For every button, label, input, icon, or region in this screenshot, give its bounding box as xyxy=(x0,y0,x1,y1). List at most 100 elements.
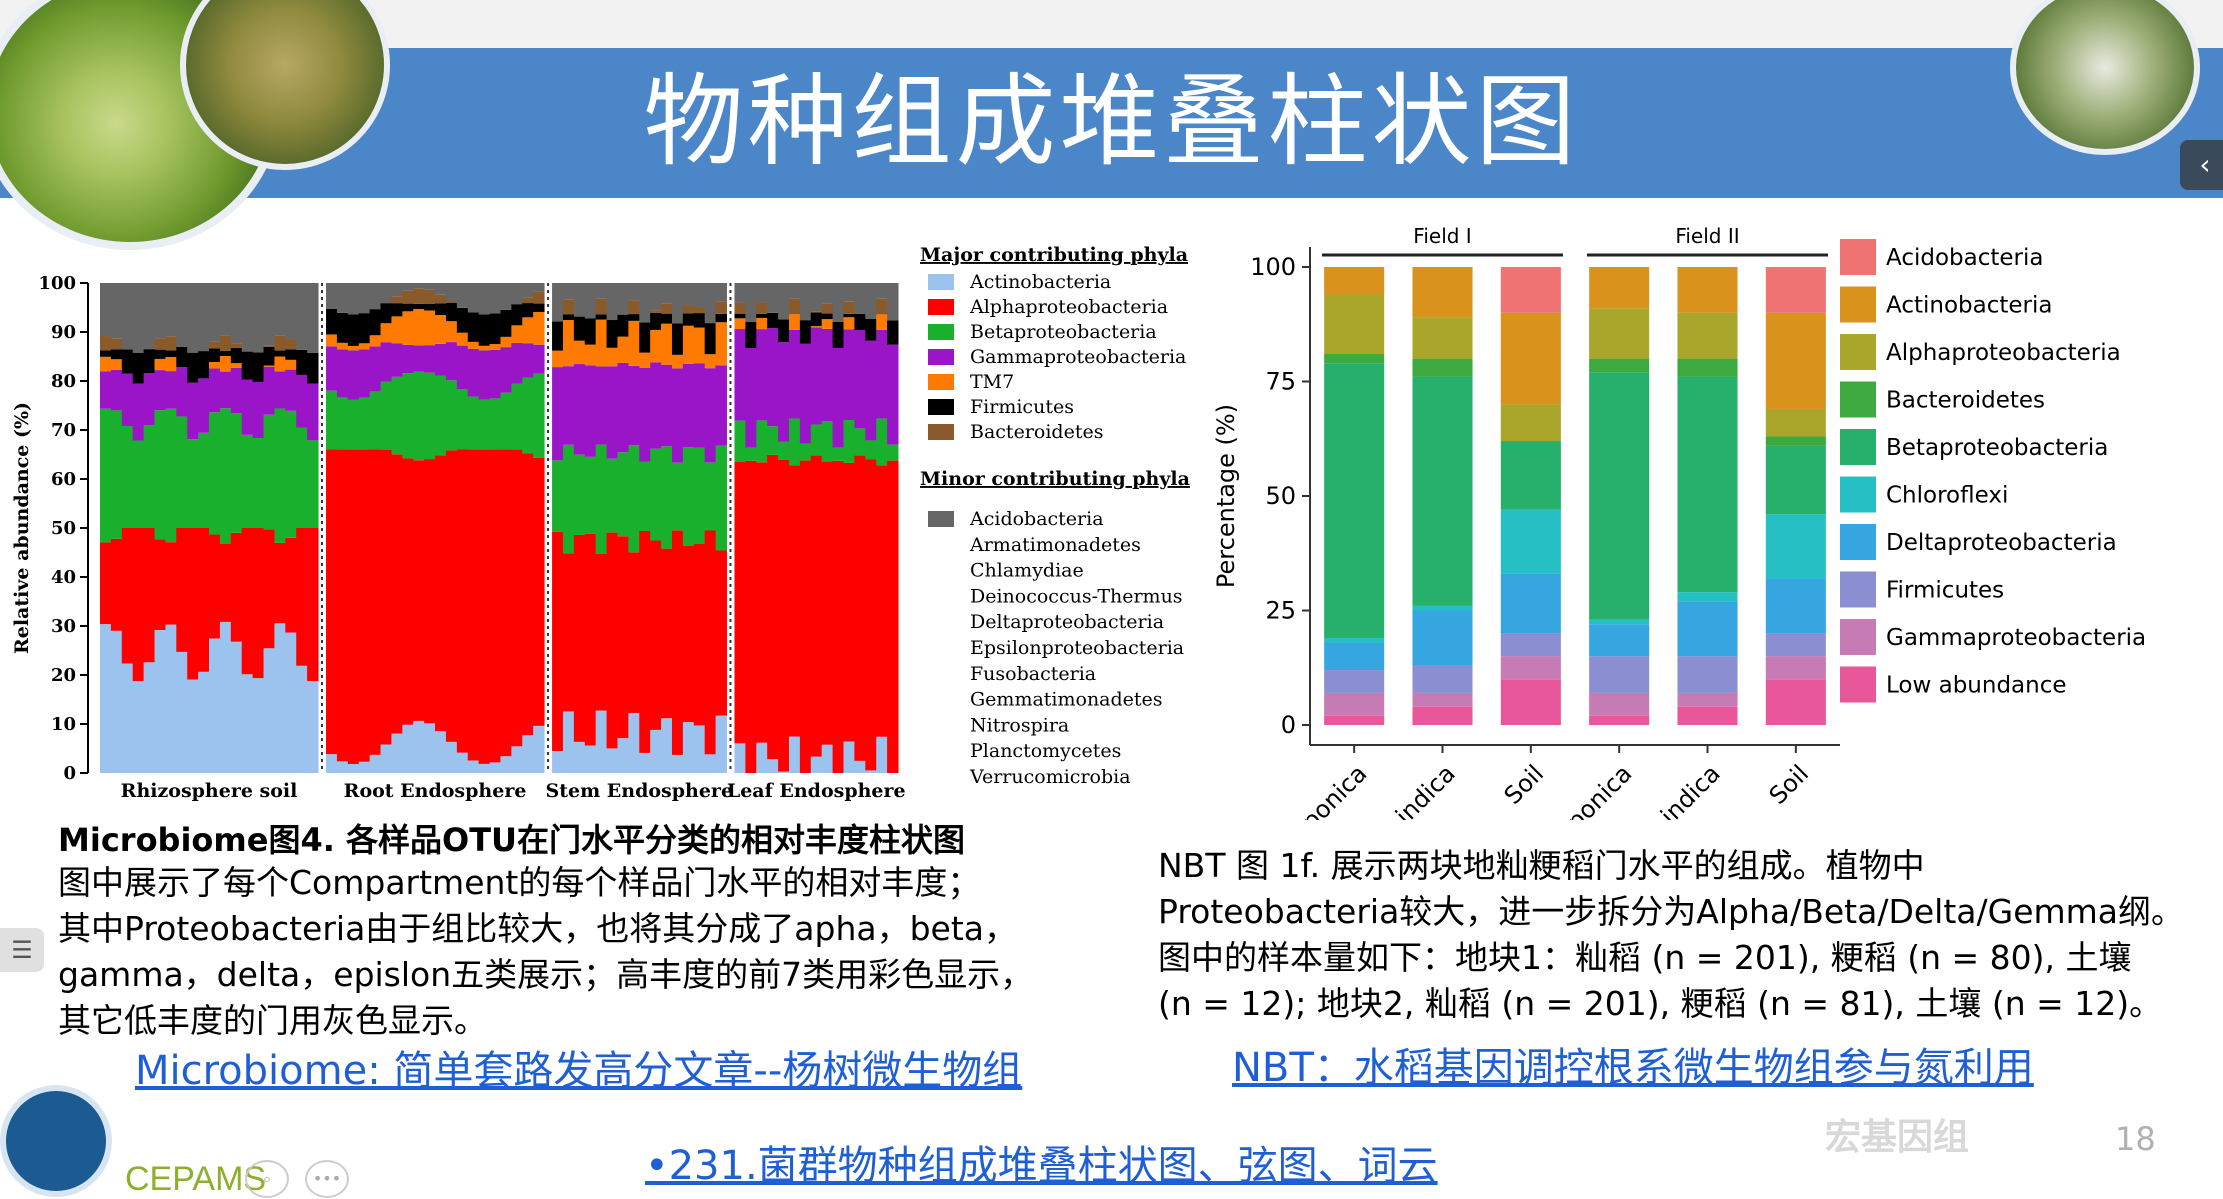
bar-segment xyxy=(833,322,844,348)
bar-segment xyxy=(435,303,446,315)
bar-segment xyxy=(1766,436,1826,445)
bar-segment xyxy=(876,465,887,736)
bar-segment xyxy=(122,663,133,773)
bar-segment xyxy=(457,308,468,333)
collapse-panel-button[interactable]: ‹ xyxy=(2180,140,2223,190)
bar-segment xyxy=(800,283,811,320)
bar-segment xyxy=(198,351,209,378)
bar-segment xyxy=(122,349,133,373)
bar-segment xyxy=(176,347,187,367)
bar-segment xyxy=(359,343,370,349)
bar-segment xyxy=(574,742,585,773)
bar-segment xyxy=(716,314,727,322)
chevron-left-icon: ‹ xyxy=(2199,148,2210,181)
bar-segment xyxy=(789,314,800,330)
bar-segment xyxy=(1412,606,1472,611)
bar-segment xyxy=(661,324,672,365)
bar-segment xyxy=(596,283,607,299)
bar-segment xyxy=(1589,359,1649,373)
legend-label: Actinobacteria xyxy=(969,271,1111,293)
right-caption-line: Proteobacteria较大，进一步拆分为Alpha/Beta/Delta/… xyxy=(1158,889,2218,935)
left-caption-line: 图中展示了每个Compartment的每个样品门水平的相对丰度； xyxy=(58,860,1108,906)
bar-segment xyxy=(1589,620,1649,625)
microbiome-article-link[interactable]: Microbiome: 简单套路发高分文章--杨树微生物组 xyxy=(135,1038,1022,1096)
bar-segment xyxy=(198,283,209,351)
bar-segment xyxy=(596,554,607,711)
bar-segment xyxy=(854,761,865,773)
bar-segment xyxy=(767,283,778,313)
bar-segment xyxy=(111,370,122,410)
bar-segment xyxy=(391,283,402,296)
bar-segment xyxy=(607,459,618,533)
bar-segment xyxy=(413,309,424,345)
nbt-article-link[interactable]: NBT：水稻基因调控根系微生物组参与氮利用 xyxy=(1232,1035,2034,1093)
bar-segment xyxy=(220,408,231,543)
legend-label: Firmicutes xyxy=(1886,578,2004,604)
bar-segment xyxy=(1677,707,1737,725)
legend-swatch xyxy=(1840,382,1876,418)
bar-segment xyxy=(650,730,661,773)
bar-segment xyxy=(734,303,745,314)
bar-segment xyxy=(391,454,402,733)
bar-segment xyxy=(607,320,618,348)
bar-segment xyxy=(585,345,596,366)
bar-segment xyxy=(133,384,144,441)
bar-segment xyxy=(435,283,446,295)
bar-segment xyxy=(326,283,337,309)
bar-segment xyxy=(274,356,285,371)
bar-segment xyxy=(413,288,424,304)
y-tick-label: 0 xyxy=(1281,711,1296,739)
legend-label: Acidobacteria xyxy=(969,508,1104,530)
bar-segment xyxy=(307,353,318,384)
bar-segment xyxy=(661,303,672,313)
bar-segment xyxy=(1766,446,1826,515)
bar-segment xyxy=(165,371,176,409)
bar-segment xyxy=(854,314,865,330)
more-button[interactable]: ••• xyxy=(305,1160,349,1198)
slide-menu-button[interactable]: ☰ xyxy=(0,928,44,972)
bar-segment xyxy=(1324,670,1384,693)
bar-segment xyxy=(767,328,778,426)
bar-segment xyxy=(1677,592,1737,601)
bar-segment xyxy=(734,318,745,329)
x-tick-label: japonica xyxy=(1545,759,1637,820)
bar-segment xyxy=(468,449,479,760)
bar-segment xyxy=(337,313,348,343)
bar-segment xyxy=(800,444,811,461)
legend-label: Deltaproteobacteria xyxy=(1886,530,2117,556)
bar-segment xyxy=(628,300,639,314)
zoom-button[interactable]: ⌕ xyxy=(245,1160,289,1198)
bar-segment xyxy=(307,440,318,528)
legend-swatch xyxy=(928,324,954,340)
bar-segment xyxy=(778,442,789,460)
bar-segment xyxy=(705,462,716,530)
bottom-article-link[interactable]: •231.菌群物种组成堆叠柱状图、弦图、词云 xyxy=(645,1133,1438,1191)
bar-segment xyxy=(500,310,511,337)
facet-label: Field I xyxy=(1413,224,1471,248)
bar-segment xyxy=(359,313,370,343)
bar-segment xyxy=(822,329,833,421)
bar-segment xyxy=(198,672,209,773)
bar-segment xyxy=(1501,404,1561,441)
bar-segment xyxy=(811,326,822,327)
bar-segment xyxy=(745,348,756,448)
bar-segment xyxy=(144,373,155,425)
bar-segment xyxy=(468,312,479,341)
bar-segment xyxy=(435,295,446,304)
bar-segment xyxy=(705,368,716,462)
legend-label: Fusobacteria xyxy=(970,663,1096,685)
bar-segment xyxy=(348,764,359,773)
bar-segment xyxy=(672,368,683,462)
legend-major-title: Major contributing phyla xyxy=(920,244,1188,266)
bar-segment xyxy=(767,313,778,328)
bar-segment xyxy=(756,420,767,462)
bar-segment xyxy=(672,530,683,755)
bar-segment xyxy=(683,283,694,305)
bar-segment xyxy=(789,737,800,773)
bar-segment xyxy=(639,353,650,368)
bar-segment xyxy=(253,678,264,773)
bar-segment xyxy=(661,549,672,719)
bar-segment xyxy=(111,410,122,538)
bar-segment xyxy=(122,283,133,349)
bar-segment xyxy=(694,448,705,544)
